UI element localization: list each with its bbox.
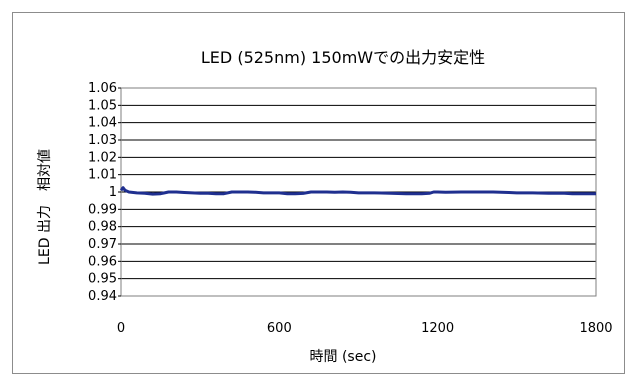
- y-tick-label: 0.94: [88, 289, 117, 304]
- y-tick-label: 0.96: [88, 254, 117, 269]
- x-tick-label: 1200: [421, 321, 454, 336]
- y-tick-label: 0.95: [88, 272, 117, 287]
- y-tick-label: 1.05: [88, 98, 117, 113]
- y-tick-label: 1.03: [88, 133, 117, 148]
- y-tick-label: 0.99: [88, 202, 117, 217]
- chart-svg: LED (525nm) 150mWでの出力安定性 1.061.051.041.0…: [37, 48, 613, 365]
- series-line-0: [119, 186, 596, 196]
- y-tick-label: 0.97: [88, 237, 117, 252]
- y-axis-ticks: 1.06 1.05 1.04 1.03 1.02 1.01 1 0.99 0.98 0.97 0.9…: [88, 81, 121, 304]
- y-tick-label: 1: [109, 185, 117, 200]
- y-axis-label: LED 出力 相対値: [37, 149, 53, 265]
- x-tick-label: 1800: [579, 321, 612, 336]
- x-tick-label: 600: [267, 321, 292, 336]
- y-tick-label: 1.02: [88, 150, 117, 165]
- x-axis-ticks: 0 600 1200 1800: [117, 321, 613, 336]
- series-group: [119, 186, 596, 196]
- x-axis-label: 時間 (sec): [310, 349, 377, 365]
- y-tick-label: 1.06: [88, 81, 117, 96]
- chart-title: LED (525nm) 150mWでの出力安定性: [201, 48, 485, 67]
- y-tick-label: 0.98: [88, 220, 117, 235]
- chart-frame: LED (525nm) 150mWでの出力安定性 1.06 1.05 1.04 1.0…: [12, 12, 625, 374]
- y-tick-label: 1.04: [88, 116, 117, 131]
- y-tick-label: 1.01: [88, 168, 117, 183]
- x-tick-label: 0: [117, 321, 125, 336]
